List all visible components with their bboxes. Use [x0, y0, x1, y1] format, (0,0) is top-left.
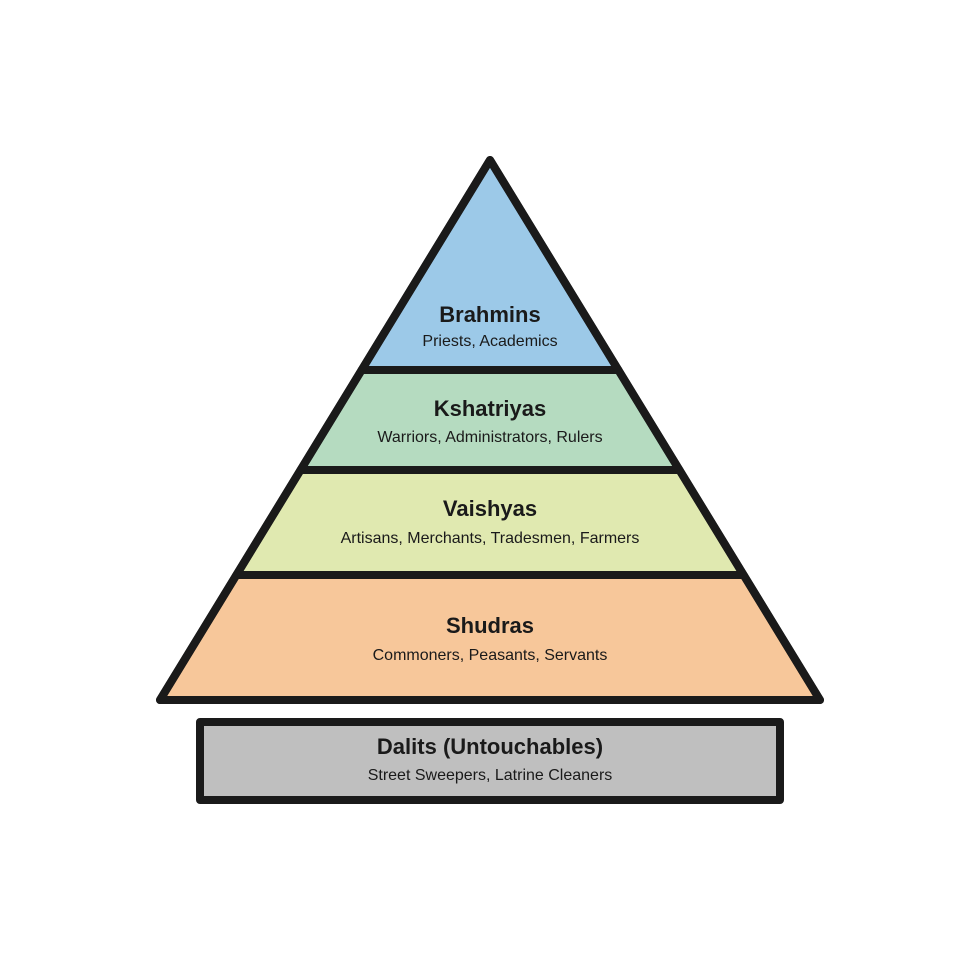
tier-subtitle-2: Artisans, Merchants, Tradesmen, Farmers — [341, 530, 640, 547]
tier-title-1: Kshatriyas — [434, 396, 547, 421]
tier-subtitle-0: Priests, Academics — [422, 333, 557, 350]
tier-subtitle-3: Commoners, Peasants, Servants — [373, 647, 608, 664]
tier-subtitle-1: Warriors, Administrators, Rulers — [377, 429, 602, 446]
outcast-subtitle: Street Sweepers, Latrine Cleaners — [368, 767, 613, 784]
outcast-title: Dalits (Untouchables) — [377, 734, 603, 759]
tier-title-2: Vaishyas — [443, 496, 537, 521]
tier-title-3: Shudras — [446, 613, 534, 638]
pyramid-tier-2 — [236, 470, 743, 575]
tier-title-0: Brahmins — [439, 302, 540, 327]
pyramid-diagram: Brahmins Priests, Academics Kshatriyas Warr… — [0, 0, 980, 980]
